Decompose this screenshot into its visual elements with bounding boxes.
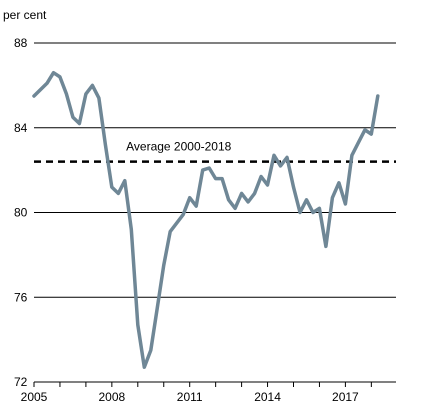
y-tick-label-80: 80 [14,206,28,220]
average-reference: Average 2000-2018 [34,140,396,163]
series-line-0 [32,70,380,369]
x-tick-label-2017: 2017 [332,390,359,404]
y-tick-label-72: 72 [14,375,28,389]
y-tick-label-84: 84 [14,121,28,135]
x-tick-label-2014: 2014 [254,390,281,404]
y-tick-label-76: 76 [14,290,28,304]
x-tick-label-2011: 2011 [177,390,203,404]
y-axis-unit-label: per cent [3,8,47,22]
y-tick-label-88: 88 [14,36,28,50]
x-axis: 2005 2008 2011 2014 2017 [21,381,396,404]
average-annotation: Average 2000-2018 [126,140,232,154]
series-layer [32,70,380,369]
grid-lines [34,42,396,298]
y-tick-labels: 72 76 80 84 88 [14,36,28,389]
x-tick-label-2008: 2008 [98,390,125,404]
x-tick-label-2005: 2005 [21,390,48,404]
